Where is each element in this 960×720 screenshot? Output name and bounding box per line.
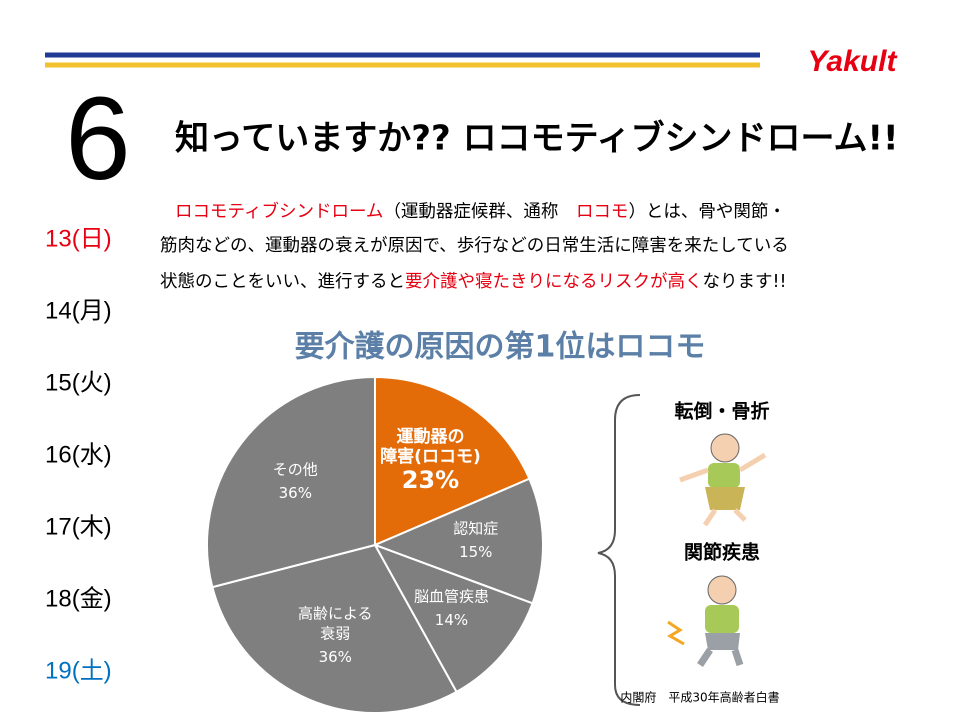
slice-label-line: 衰弱 bbox=[320, 624, 350, 642]
paragraph-segment: ロコモティブシンドローム bbox=[175, 201, 383, 222]
brace bbox=[597, 394, 641, 706]
paragraph-segment: なります!! bbox=[703, 272, 787, 292]
pie-slice bbox=[372, 477, 544, 605]
paragraph-segment: （運動器症候群、通称 bbox=[383, 202, 576, 222]
slice-label: 運動器の障害(ロコモ) bbox=[380, 426, 481, 467]
slice-value-label: 36% bbox=[279, 484, 312, 502]
paragraph-line: ロコモティブシンドローム（運動器症候群、通称 ロコモ）とは、骨や関節・ bbox=[175, 201, 786, 222]
illustration-fall bbox=[679, 433, 767, 527]
paragraph-line: 筋肉などの、運動器の衰えが原因で、歩行などの日常生活に障害を来たしている bbox=[160, 236, 789, 256]
paragraph-segment: ）とは、骨や関節・ bbox=[628, 202, 786, 222]
slice-label-line: 認知症 bbox=[453, 519, 498, 537]
pie-slice bbox=[206, 375, 376, 589]
slice-label: 認知症 bbox=[453, 519, 498, 537]
date: 17(木) bbox=[45, 513, 112, 540]
side-label: 転倒・骨折 bbox=[674, 400, 769, 423]
slice-label-line: 脳血管疾患 bbox=[414, 587, 489, 605]
slice-value-label: 23% bbox=[402, 466, 459, 494]
slice-label: その他 bbox=[273, 460, 318, 478]
date: 18(金) bbox=[45, 585, 112, 612]
illustration-joint bbox=[667, 575, 744, 667]
date: 19(土) bbox=[45, 657, 112, 684]
slide-title: 知っていますか?? ロコモティブシンドローム!! bbox=[175, 119, 899, 159]
slice-label: 高齢による衰弱 bbox=[298, 604, 373, 642]
paragraph-segment: ロコモ bbox=[576, 202, 629, 222]
slice-value-label: 36% bbox=[319, 648, 352, 666]
paragraph-segment: 要介護や寝たきりになるリスクが高く bbox=[405, 272, 703, 292]
paragraph-line: 状態のことをいい、進行すると要介護や寝たきりになるリスクが高くなります!! bbox=[160, 272, 787, 292]
date: 15(火) bbox=[45, 369, 112, 396]
side-label: 関節疾患 bbox=[684, 541, 760, 564]
slice-label-line: 運動器の bbox=[396, 426, 464, 447]
slice-label-line: その他 bbox=[273, 460, 318, 478]
slice-label-line: 障害(ロコモ) bbox=[380, 446, 481, 467]
chart-title: 要介護の原因の第1位はロコモ bbox=[295, 330, 706, 365]
pie-slice bbox=[372, 543, 534, 694]
date: 16(水) bbox=[45, 441, 112, 468]
paragraph-segment: 筋肉などの、運動器の衰えが原因で、歩行などの日常生活に障害を来たしている bbox=[160, 236, 789, 256]
logo: Yakult bbox=[808, 45, 899, 78]
source: 内閣府 平成30年高齢者白書 bbox=[620, 690, 779, 705]
pie-slice bbox=[211, 543, 458, 714]
date: 13(日) bbox=[45, 225, 112, 252]
slice-label-line: 高齢による bbox=[298, 604, 373, 622]
slice-value-label: 14% bbox=[435, 611, 468, 629]
day-number: 6 bbox=[65, 73, 131, 205]
paragraph-segment: 状態のことをいい、進行すると bbox=[160, 272, 405, 292]
slice-label: 脳血管疾患 bbox=[414, 587, 489, 605]
date: 14(月) bbox=[45, 297, 112, 324]
pie-slice bbox=[374, 375, 531, 547]
slice-value-label: 15% bbox=[459, 543, 492, 561]
